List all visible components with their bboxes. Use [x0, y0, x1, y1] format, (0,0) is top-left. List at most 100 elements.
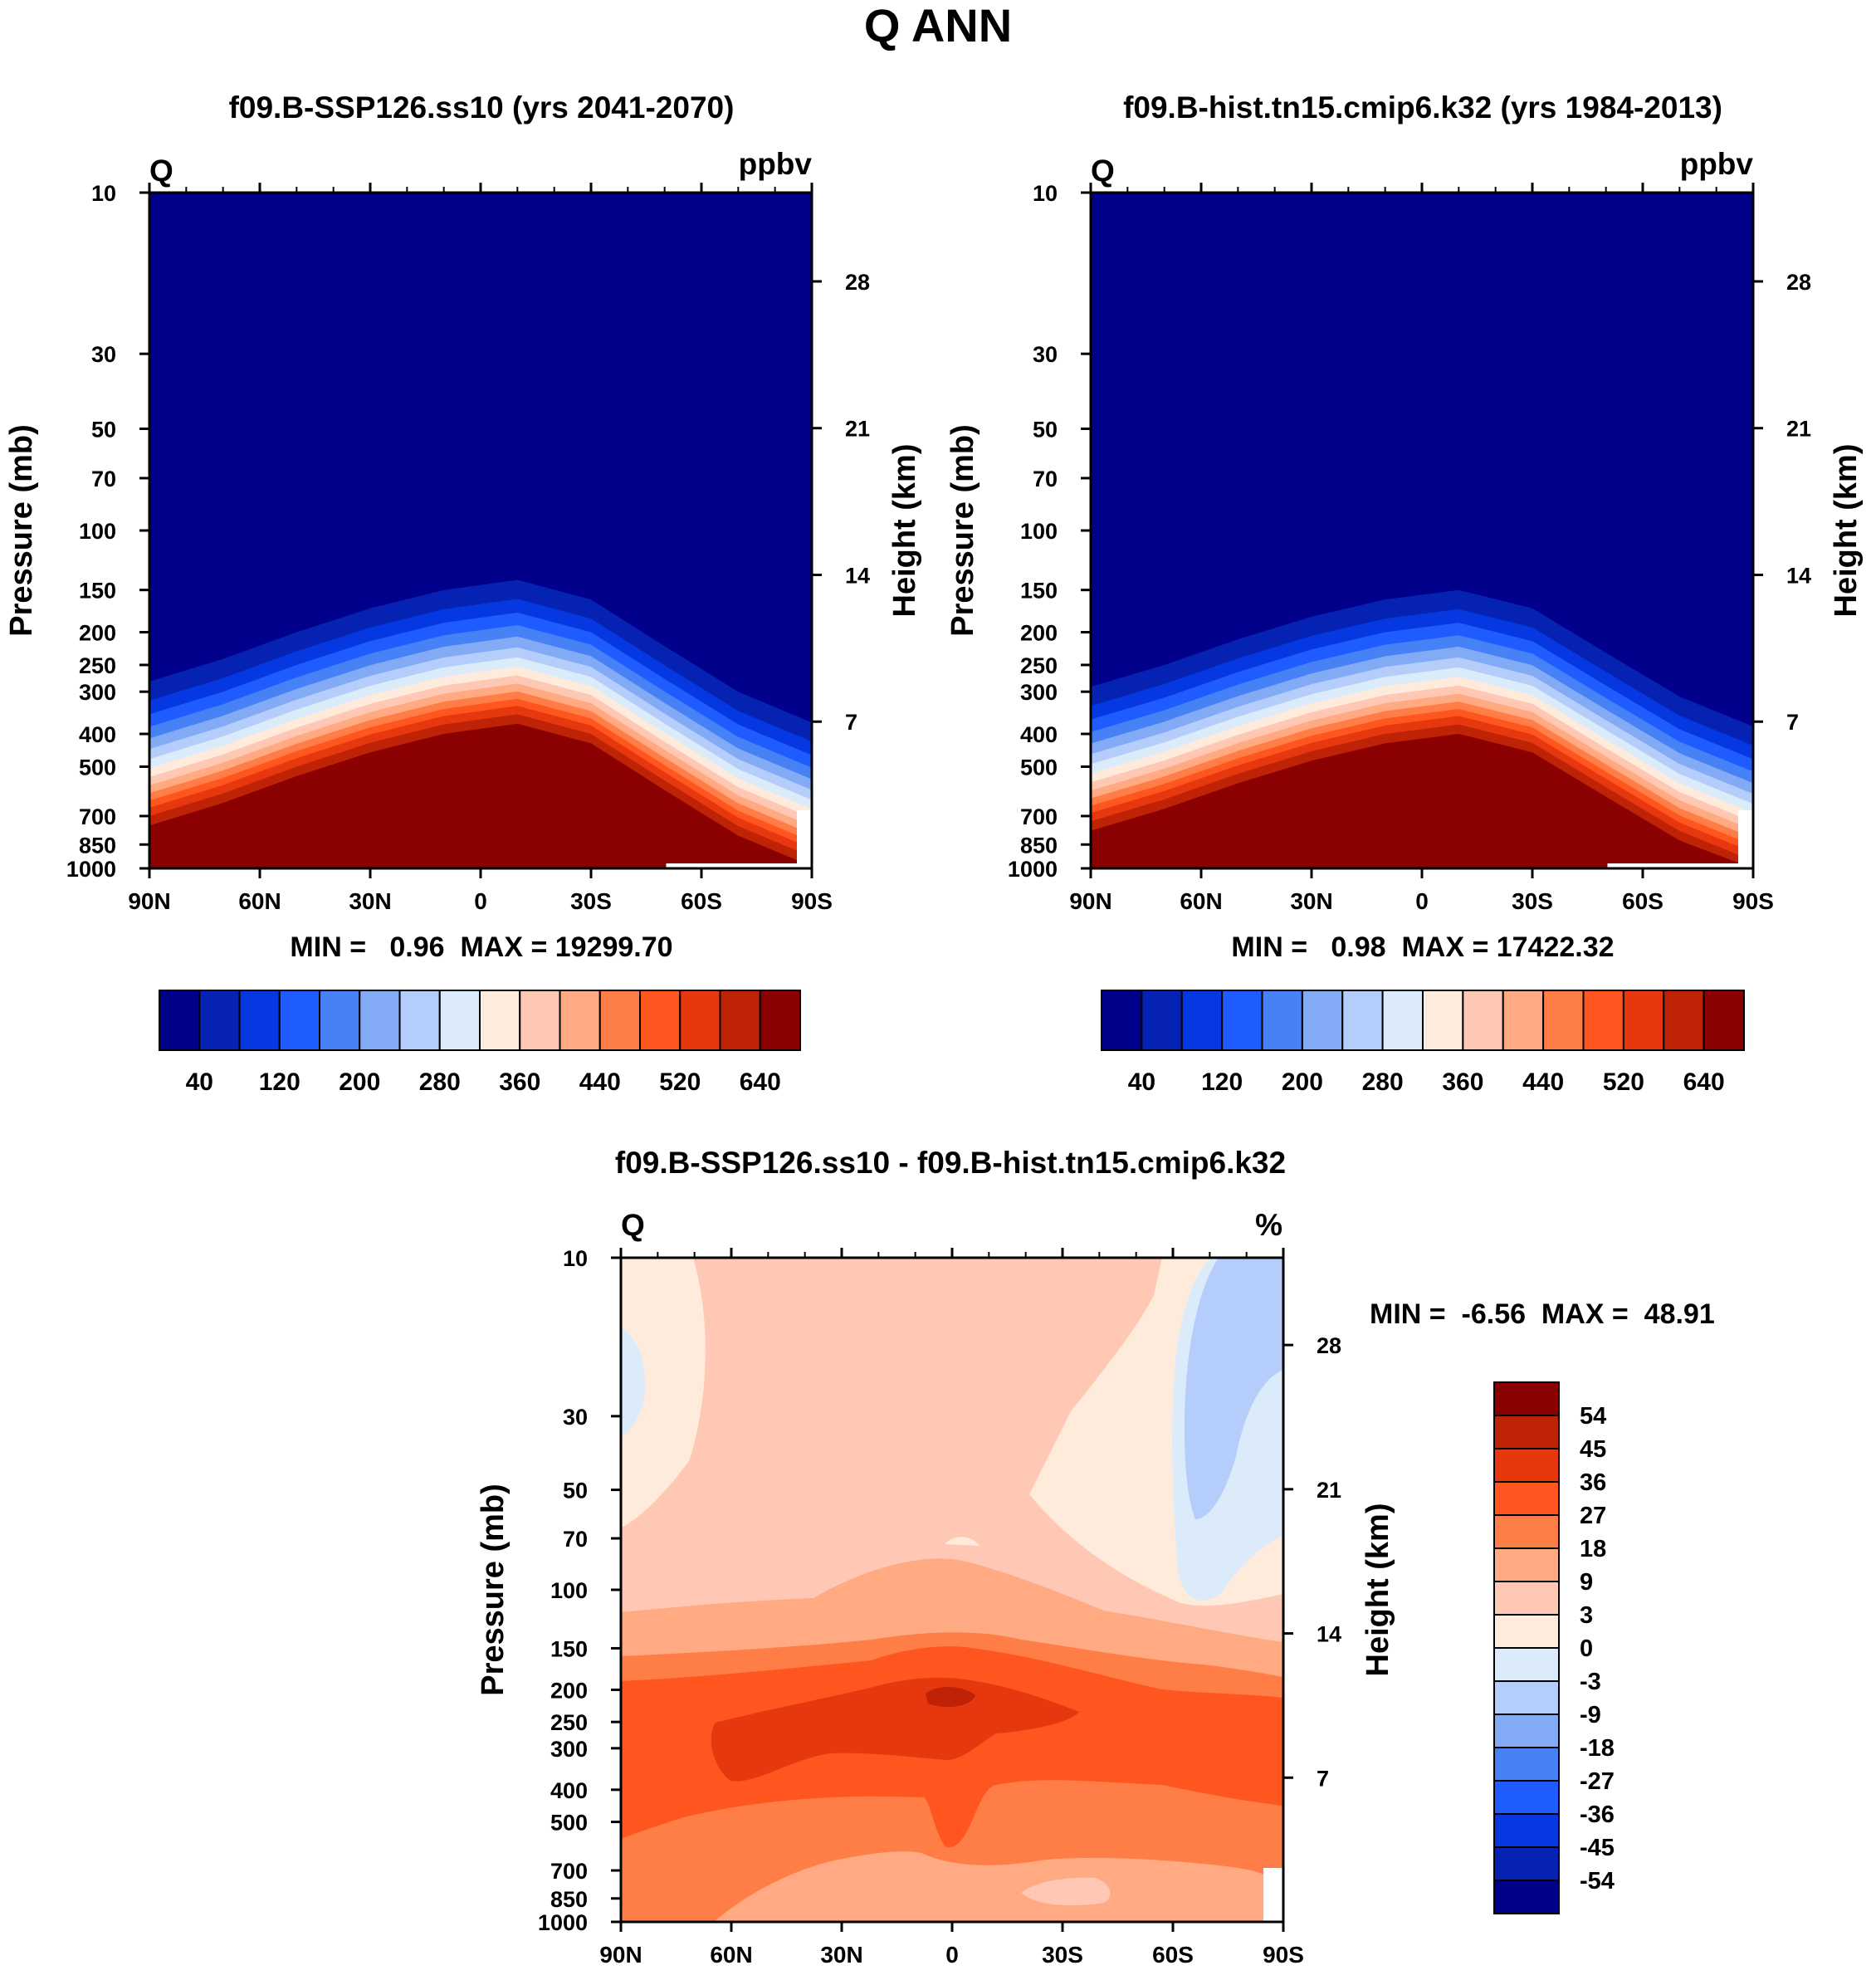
min-max-text: MIN = 0.96 MAX = 19299.70: [290, 931, 672, 963]
y-tick-label: 70: [91, 467, 116, 491]
panel-difference: f09.B-SSP126.ss10 - f09.B-hist.tn15.cmip…: [476, 1146, 1715, 1968]
colorbar-box: [398, 990, 441, 1051]
y-tick-label: 1000: [66, 857, 116, 882]
colorbar-box: [1493, 1614, 1560, 1649]
colorbar-label: 3: [1580, 1602, 1593, 1629]
y-tick-label: 50: [563, 1479, 588, 1503]
contour-36-to-45: [711, 1677, 1079, 1782]
y-tick-label: 30: [91, 342, 116, 367]
colorbar-box: [159, 990, 201, 1051]
contour-45-to-54: [926, 1686, 975, 1708]
moist-region: [1091, 589, 1753, 868]
x-tick-label: 60N: [710, 1942, 752, 1968]
panel-hist: f09.B-hist.tn15.cmip6.k32 (yrs 1984-2013…: [945, 90, 1864, 1096]
colorbar-label: 120: [1201, 1068, 1243, 1096]
colorbar-label: 440: [579, 1068, 621, 1096]
y-tick-label: 30: [1033, 342, 1058, 367]
panel-title: f09.B-SSP126.ss10 - f09.B-hist.tn15.cmip…: [615, 1146, 1286, 1180]
colorbar-box: [1493, 1846, 1560, 1881]
y-tick-label: 250: [79, 653, 116, 678]
colorbar-box: [1493, 1714, 1560, 1748]
x-tick-label: 30N: [349, 888, 391, 914]
y-axis-right-label: Height (km): [887, 444, 922, 618]
colorbar-box: [479, 990, 521, 1051]
colorbar-label: -36: [1580, 1802, 1615, 1828]
y-tick-label: 250: [550, 1710, 588, 1735]
contour-band: [1091, 734, 1753, 868]
x-tick-label: 60S: [681, 888, 722, 914]
colorbar-box: [1493, 1780, 1560, 1815]
x-tick-label: 90N: [128, 888, 170, 914]
x-tick-label: 60S: [1152, 1942, 1194, 1968]
min-max-text: MIN = 0.98 MAX = 17422.32: [1231, 931, 1614, 963]
difference-field: [621, 1258, 1283, 1922]
colorbar-label: 200: [1282, 1068, 1323, 1096]
colorbar-box: [1341, 990, 1384, 1051]
y-tick-label: 1000: [538, 1910, 588, 1935]
x-tick-label: 30S: [1042, 1942, 1083, 1968]
y-tick-label: 100: [79, 519, 116, 544]
colorbar-label: 54: [1580, 1403, 1606, 1430]
x-tick-label: 60N: [1180, 888, 1222, 914]
colorbar-box: [1493, 1481, 1560, 1516]
y-right-tick-label: 14: [1317, 1622, 1341, 1647]
colorbar-label: -45: [1580, 1835, 1615, 1861]
y-axis-label: Pressure (mb): [476, 1484, 511, 1696]
units-label: ppbv: [1680, 147, 1754, 181]
y-tick-label: 500: [79, 755, 116, 780]
moist-region: [149, 579, 812, 868]
colorbar-box: [1502, 990, 1545, 1051]
colorbar-label: -27: [1580, 1768, 1615, 1795]
colorbar-label: -18: [1580, 1735, 1615, 1762]
colorbar-box: [1493, 1813, 1560, 1848]
y-tick-label: 300: [1020, 680, 1058, 705]
colorbar-box: [1221, 990, 1263, 1051]
colorbar-label: 360: [1442, 1068, 1483, 1096]
colorbar-box: [1663, 990, 1705, 1051]
contour-9-to-18: [714, 1851, 1266, 1922]
x-tick-label: 30S: [1512, 888, 1553, 914]
colorbar-label: -3: [1580, 1669, 1601, 1695]
y-tick-label: 150: [1020, 579, 1058, 604]
y-tick-label: 50: [1033, 417, 1058, 442]
x-tick-label: 60S: [1622, 888, 1663, 914]
colorbar-label: 120: [259, 1068, 300, 1096]
y-tick-label: 250: [1020, 653, 1058, 678]
y-tick-label: 300: [550, 1737, 588, 1762]
y-right-tick-label: 21: [1786, 417, 1811, 442]
x-tick-label: 90N: [1069, 888, 1111, 914]
colorbar-box: [1301, 990, 1344, 1051]
units-label: %: [1255, 1208, 1282, 1242]
figure-title: Q ANN: [864, 0, 1012, 51]
y-tick-label: 850: [1020, 833, 1058, 858]
contour-minus3-to-0: [621, 1328, 645, 1436]
y-axis-label: Pressure (mb): [945, 424, 980, 637]
x-tick-label: 90S: [1263, 1942, 1304, 1968]
colorbar-box: [1261, 990, 1303, 1051]
colorbar-label: 40: [186, 1068, 213, 1096]
y-right-tick-label: 14: [1786, 563, 1811, 588]
y-axis-label: Pressure (mb): [4, 424, 39, 637]
missing-data-area: [1263, 1868, 1283, 1922]
colorbar-box: [1493, 1581, 1560, 1616]
x-tick-label: 0: [945, 1942, 959, 1968]
colorbar-box: [438, 990, 481, 1051]
y-tick-label: 50: [91, 417, 116, 442]
colorbar-label: -54: [1580, 1868, 1615, 1894]
y-tick-label: 700: [550, 1859, 588, 1884]
y-right-tick-label: 28: [1786, 270, 1811, 295]
colorbar-box: [679, 990, 721, 1051]
colorbar: 40 120 200 280 360 440 520 640: [159, 990, 801, 1096]
x-tick-label: 90S: [791, 888, 833, 914]
colorbar-box: [1493, 1415, 1560, 1450]
colorbar-box: [1493, 1448, 1560, 1483]
colorbar-box: [1703, 990, 1745, 1051]
x-tick-label: 60N: [238, 888, 281, 914]
y-right-tick-label: 14: [845, 563, 870, 588]
missing-data-area: [797, 810, 812, 868]
y-tick-label: 150: [79, 579, 116, 604]
colorbar-label: -9: [1580, 1702, 1601, 1728]
colorbar-label: 45: [1580, 1436, 1606, 1463]
y-tick-label: 700: [1020, 804, 1058, 829]
